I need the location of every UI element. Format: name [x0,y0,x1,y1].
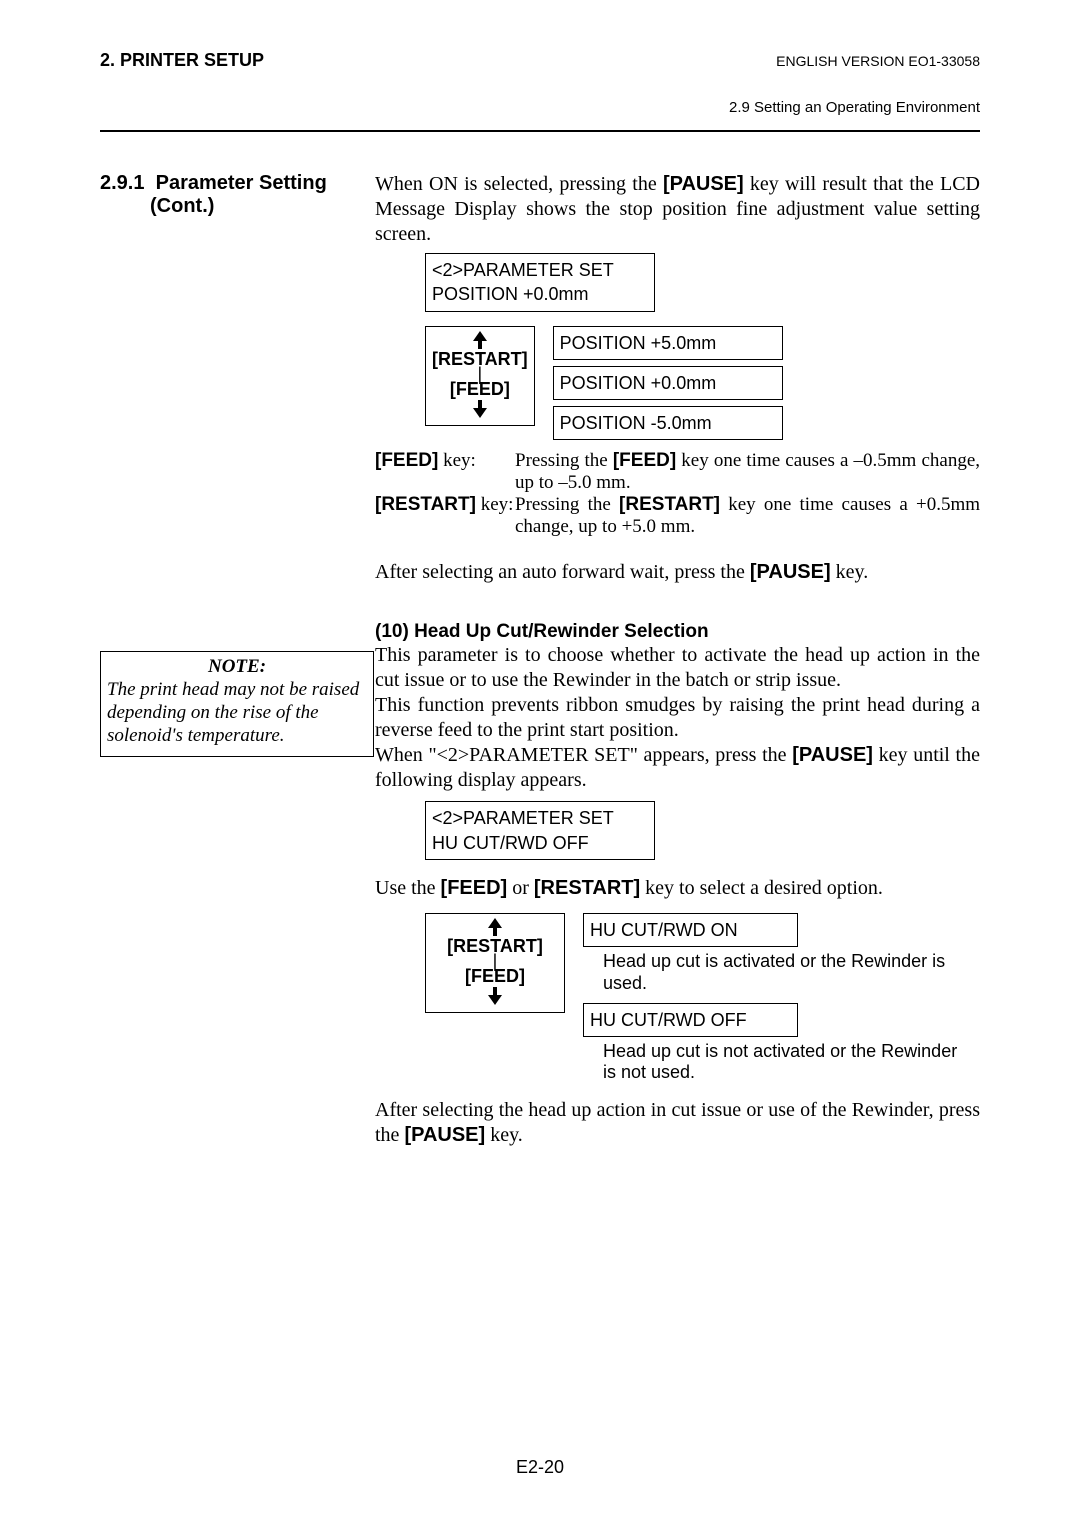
section-title: Parameter Setting [156,172,327,194]
use-post: key to select a desired option. [640,877,883,899]
feed-key-text: key: [438,450,475,471]
after1-key: [PAUSE] [750,561,831,583]
lcd-display-1: <2>PARAMETER SET POSITION +0.0mm [425,253,655,312]
restart-key-desc: [RESTART] key: Pressing the [RESTART] ke… [375,494,980,538]
after1-post: key. [831,561,869,583]
use-k1: [FEED] [441,877,508,899]
down-arrow-icon [488,987,502,1005]
feed-desc-pre: Pressing the [515,450,613,471]
hu-option-on: HU CUT/RWD ON [583,913,798,947]
lcd2-line1: <2>PARAMETER SET [432,808,614,828]
feed-key-bold: [FEED] [375,450,438,471]
restart-desc-pre: Pressing the [515,494,619,515]
restart-feed-keybox-2: [RESTART] | [FEED] [425,913,565,1013]
page-header: 2. PRINTER SETUP ENGLISH VERSION EO1-330… [100,50,980,71]
intro-pre: When ON is selected, pressing the [375,173,663,195]
section-heading: 2.9.1 Parameter Setting (Cont.) [100,172,375,218]
hu-on-desc: Head up cut is activated or the Rewinder… [603,951,963,994]
lcd1-line1: <2>PARAMETER SET [432,260,614,280]
after2-key: [PAUSE] [404,1124,485,1146]
feed-desc-key: [FEED] [613,450,676,471]
hu-option-off: HU CUT/RWD OFF [583,1003,798,1037]
lcd2-line2: HU CUT/RWD OFF [432,833,589,853]
use-pre: Use the [375,877,441,899]
page-footer: E2-20 [0,1457,1080,1478]
p10b: This function prevents ribbon smudges by… [375,693,980,743]
header-right: ENGLISH VERSION EO1-33058 [776,53,980,69]
section-number: 2.9.1 [100,172,144,194]
restart-key-text: key: [476,494,513,515]
p10c-pre: When "<2>PARAMETER SET" appears, press t… [375,744,792,766]
note-body: The print head may not be raised dependi… [107,679,367,747]
page: 2. PRINTER SETUP ENGLISH VERSION EO1-330… [0,0,1080,1528]
subhead-10: (10) Head Up Cut/Rewinder Selection [375,621,980,643]
up-arrow-icon [488,918,502,936]
after1-pre: After selecting an auto forward wait, pr… [375,561,750,583]
after-select-1: After selecting an auto forward wait, pr… [375,560,980,585]
header-left: 2. PRINTER SETUP [100,50,264,71]
header-rule [100,130,980,132]
lcd-display-2: <2>PARAMETER SET HU CUT/RWD OFF [425,801,655,860]
down-arrow-icon [473,400,487,418]
restart-feed-keybox-1: [RESTART] | [FEED] [425,326,535,426]
section-cont: (Cont.) [150,195,214,217]
p10a: This parameter is to choose whether to a… [375,643,980,693]
feed-key-desc: [FEED] key: Pressing the [FEED] key one … [375,450,980,494]
up-arrow-icon [473,331,487,349]
p10c-key: [PAUSE] [792,744,873,766]
position-option-c: POSITION -5.0mm [553,406,783,440]
after2-post: key. [485,1124,523,1146]
after-select-2: After selecting the head up action in cu… [375,1098,980,1148]
use-keys-line: Use the [FEED] or [RESTART] key to selec… [375,876,980,901]
use-mid: or [507,877,534,899]
position-option-b: POSITION +0.0mm [553,366,783,400]
feed-key-label: [FEED] [432,379,528,400]
position-option-a: POSITION +5.0mm [553,326,783,360]
use-k2: [RESTART] [534,877,640,899]
intro-paragraph: When ON is selected, pressing the [PAUSE… [375,172,980,247]
restart-key-bold: [RESTART] [375,494,476,515]
feed-key-label-2: [FEED] [432,966,558,987]
lcd1-line2: POSITION +0.0mm [432,284,589,304]
header-sub: 2.9 Setting an Operating Environment [100,99,980,116]
hu-off-desc: Head up cut is not activated or the Rewi… [603,1041,963,1084]
pause-key-label: [PAUSE] [663,173,744,195]
restart-desc-key: [RESTART] [619,494,720,515]
p10c: When "<2>PARAMETER SET" appears, press t… [375,743,980,793]
note-title: NOTE: [107,656,367,679]
note-box: NOTE: The print head may not be raised d… [100,651,374,756]
